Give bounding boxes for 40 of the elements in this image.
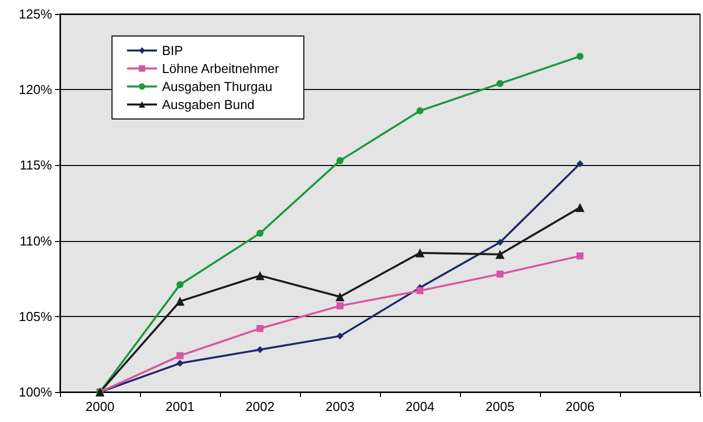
y-tick-label: 105% [18, 308, 52, 324]
point [496, 250, 504, 259]
legend-label: BIP [162, 43, 183, 58]
point [336, 332, 344, 340]
y-tick-label: 110% [20, 233, 52, 248]
x-tick-label: 2001 [166, 399, 194, 414]
point [576, 203, 584, 212]
point [256, 346, 264, 354]
point [576, 252, 584, 260]
point [416, 248, 424, 258]
point [416, 287, 424, 294]
point [576, 52, 584, 60]
point [256, 230, 264, 237]
point [256, 271, 264, 280]
point [176, 352, 184, 360]
x-tick-label: 2000 [86, 399, 114, 414]
x-tick-label: 2006 [566, 399, 594, 414]
y-tick-label: 100% [18, 384, 52, 400]
point [496, 270, 504, 278]
x-tick-label: 2005 [486, 399, 514, 414]
y-tick-label: 125% [18, 6, 52, 22]
point [576, 160, 584, 168]
point [176, 296, 184, 306]
point [176, 281, 184, 288]
x-tick-label: 2004 [406, 399, 434, 414]
legend-label: Ausgaben Bund [162, 97, 255, 112]
point [496, 238, 504, 246]
point [256, 324, 264, 332]
legend-label: Löhne Arbeitnehmer [162, 61, 280, 76]
x-tick-label: 2003 [326, 399, 354, 414]
y-tick-label: 120% [18, 82, 52, 98]
point [416, 107, 424, 114]
point [336, 302, 344, 310]
x-tick-label: 2002 [246, 399, 274, 414]
point [496, 80, 504, 88]
point [336, 292, 344, 302]
point [336, 157, 344, 164]
legend-label: Ausgaben Thurgau [162, 79, 272, 94]
y-tick-label: 115% [20, 158, 52, 173]
point [176, 360, 184, 367]
